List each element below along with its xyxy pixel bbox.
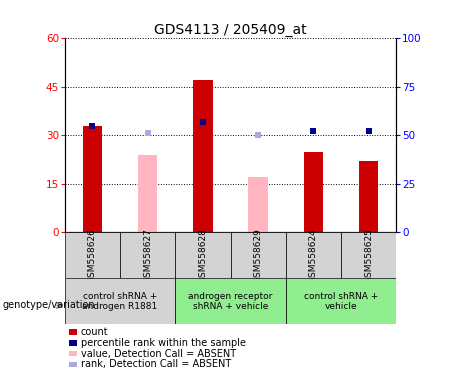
Text: control shRNA +
androgen R1881: control shRNA + androgen R1881 xyxy=(82,292,158,311)
Bar xyxy=(83,126,102,232)
Bar xyxy=(359,161,378,232)
Text: androgen receptor
shRNA + vehicle: androgen receptor shRNA + vehicle xyxy=(188,292,273,311)
Bar xyxy=(65,278,175,324)
Bar xyxy=(69,329,77,335)
Bar xyxy=(193,80,213,232)
Bar xyxy=(341,232,396,278)
Text: GSM558625: GSM558625 xyxy=(364,228,373,283)
Text: GSM558626: GSM558626 xyxy=(88,228,97,283)
Text: percentile rank within the sample: percentile rank within the sample xyxy=(81,338,246,348)
Bar xyxy=(138,155,157,232)
Text: GSM558624: GSM558624 xyxy=(309,228,318,283)
Bar xyxy=(69,351,77,356)
Text: count: count xyxy=(81,327,108,337)
Bar xyxy=(230,232,286,278)
Bar xyxy=(286,278,396,324)
Text: GSM558628: GSM558628 xyxy=(198,228,207,283)
Title: GDS4113 / 205409_at: GDS4113 / 205409_at xyxy=(154,23,307,37)
Text: genotype/variation: genotype/variation xyxy=(2,300,95,310)
Bar xyxy=(175,278,286,324)
Bar xyxy=(69,362,77,367)
Bar xyxy=(120,232,175,278)
Bar xyxy=(286,232,341,278)
Bar xyxy=(175,232,230,278)
Text: GSM558629: GSM558629 xyxy=(254,228,263,283)
Text: GSM558627: GSM558627 xyxy=(143,228,152,283)
Text: control shRNA +
vehicle: control shRNA + vehicle xyxy=(304,292,378,311)
Bar xyxy=(248,177,268,232)
Text: rank, Detection Call = ABSENT: rank, Detection Call = ABSENT xyxy=(81,359,231,369)
Bar xyxy=(304,152,323,232)
Bar xyxy=(69,340,77,346)
Bar xyxy=(65,232,120,278)
Text: value, Detection Call = ABSENT: value, Detection Call = ABSENT xyxy=(81,349,236,359)
